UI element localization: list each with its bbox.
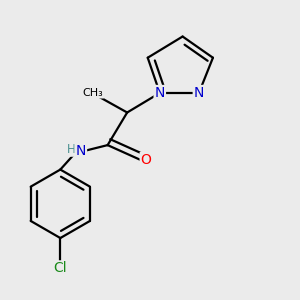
Text: N: N [76,144,86,158]
Text: CH₃: CH₃ [82,88,103,98]
Text: Cl: Cl [53,261,67,275]
Text: N: N [154,86,165,100]
Text: N: N [194,86,204,100]
Text: H: H [67,143,76,156]
Text: O: O [141,153,152,167]
